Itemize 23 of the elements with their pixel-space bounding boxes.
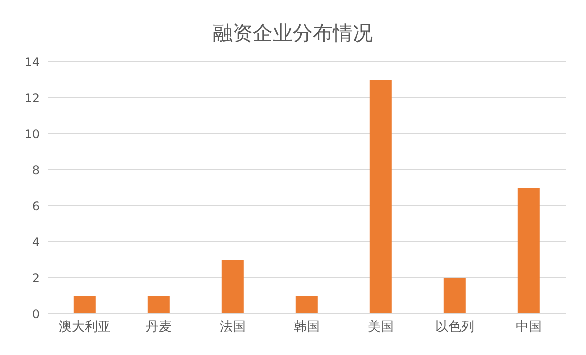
y-tick-label: 14 (24, 55, 40, 70)
x-tick-label: 韩国 (294, 320, 320, 336)
bar (370, 80, 392, 314)
x-tick-label: 以色列 (436, 320, 474, 336)
y-tick-label: 0 (32, 307, 40, 322)
y-tick-label: 10 (24, 127, 40, 142)
y-tick-label: 4 (32, 235, 40, 250)
x-tick-label: 澳大利亚 (59, 320, 111, 336)
x-tick-label: 美国 (368, 319, 394, 336)
bar (444, 278, 466, 314)
bar (296, 296, 318, 314)
bar (518, 188, 540, 314)
x-tick-label: 丹麦 (146, 320, 172, 336)
x-tick-label: 中国 (516, 320, 542, 336)
bar (222, 260, 244, 314)
y-tick-label: 12 (24, 91, 40, 106)
y-tick-label: 6 (32, 199, 40, 214)
y-tick-label: 2 (32, 271, 40, 286)
bar (74, 296, 96, 314)
x-tick-label: 法国 (220, 320, 246, 336)
y-tick-label: 8 (32, 163, 40, 178)
chart-title: 融资企业分布情况 (212, 20, 374, 47)
bar (148, 296, 170, 314)
